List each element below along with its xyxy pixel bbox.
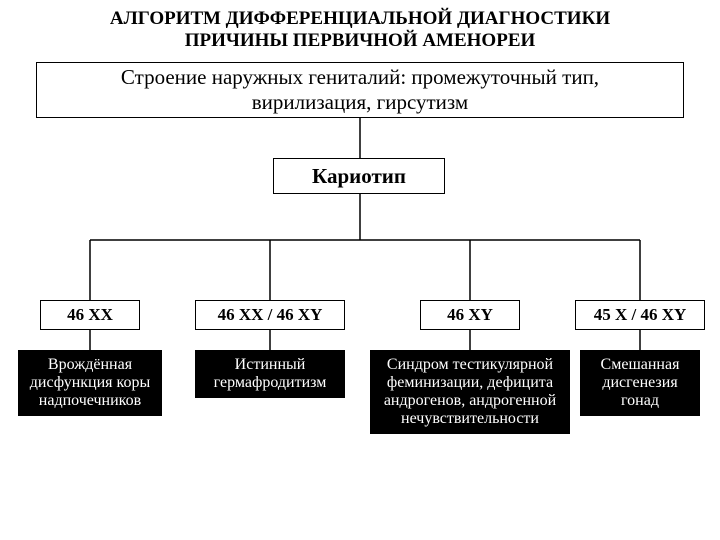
karyotype-box: Кариотип [273, 158, 445, 194]
leaf-46xx-label: 46 ХХ [67, 305, 113, 325]
leaf-45x-46xy-label: 45 X / 46 XY [594, 305, 687, 325]
leaf-46xy: 46 XY [420, 300, 520, 330]
root-line2: вирилизация, гирсутизм [252, 90, 468, 114]
diag-mixed-dysgenesis-label: Смешанная дисгенезия гонад [601, 356, 680, 409]
diag-hermaphroditism-label: Истинный гермафродитизм [214, 356, 327, 391]
karyotype-label: Кариотип [312, 164, 406, 189]
leaf-45x-46xy: 45 X / 46 XY [575, 300, 705, 330]
diag-testicular-feminization: Синдром тестикулярной феминизации, дефиц… [370, 350, 570, 434]
leaf-46xx-46xy: 46 ХХ / 46 XY [195, 300, 345, 330]
diag-mixed-dysgenesis: Смешанная дисгенезия гонад [580, 350, 700, 416]
leaf-46xx-46xy-label: 46 ХХ / 46 XY [218, 305, 323, 325]
title-line1: АЛГОРИТМ ДИФФЕРЕНЦИАЛЬНОЙ ДИАГНОСТИКИ [110, 8, 610, 29]
diag-adrenal: Врождённая дисфункция коры надпочечников [18, 350, 162, 416]
root-box: Строение наружных гениталий: промежуточн… [36, 62, 684, 118]
title-line2: ПРИЧИНЫ ПЕРВИЧНОЙ АМЕНОРЕИ [185, 30, 536, 51]
leaf-46xy-label: 46 XY [447, 305, 493, 325]
root-line1: Строение наружных гениталий: промежуточн… [121, 65, 599, 89]
leaf-46xx: 46 ХХ [40, 300, 140, 330]
diagram-title: АЛГОРИТМ ДИФФЕРЕНЦИАЛЬНОЙ ДИАГНОСТИКИ ПР… [0, 8, 720, 52]
diag-testicular-feminization-label: Синдром тестикулярной феминизации, дефиц… [384, 356, 556, 427]
diag-hermaphroditism: Истинный гермафродитизм [195, 350, 345, 398]
diag-adrenal-label: Врождённая дисфункция коры надпочечников [30, 356, 151, 409]
